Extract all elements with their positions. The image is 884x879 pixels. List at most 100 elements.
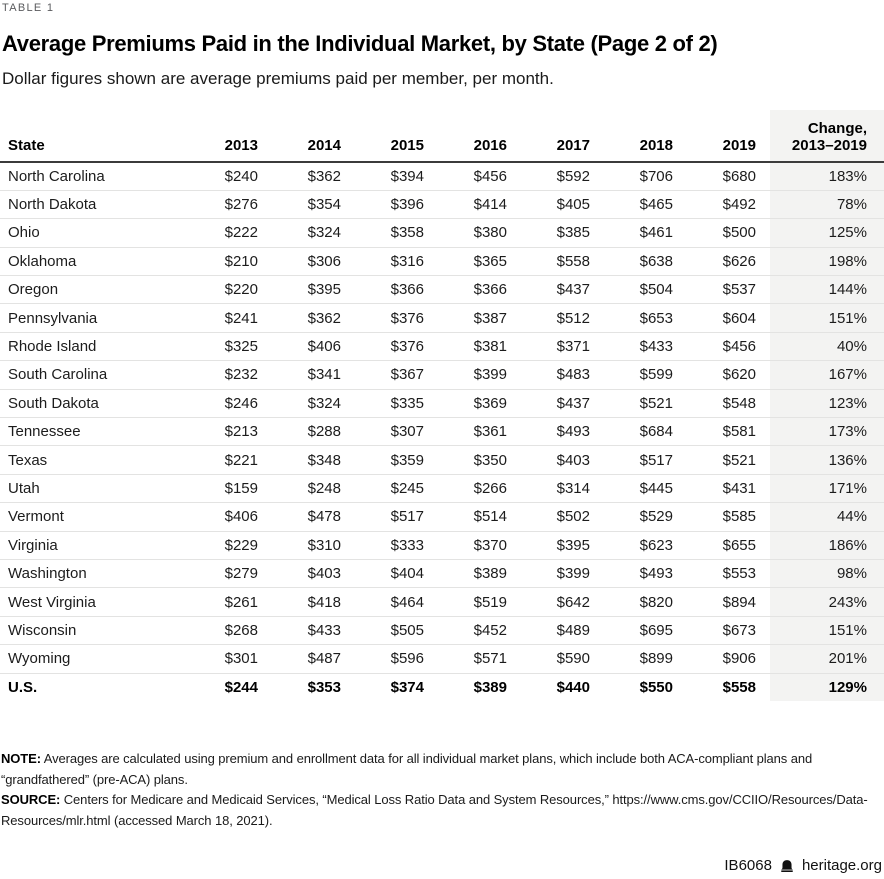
premium-cell: $456	[673, 331, 756, 361]
state-cell: Rhode Island	[0, 331, 175, 361]
premium-cell: $514	[424, 502, 507, 532]
table-row: Tennessee $213 $288 $307 $361 $493 $684 $581 173…	[0, 417, 884, 446]
table-row: Rhode Island $325 $406 $376 $381 $371 $433 $456…	[0, 331, 884, 361]
state-cell: Wyoming	[0, 644, 175, 674]
header-row: State 2013 2014 2015 2016 2017 2018 2019 Change…	[0, 110, 884, 163]
premium-cell: $493	[590, 558, 673, 588]
header-change-line1: Change,	[807, 120, 867, 137]
premium-cell: $288	[258, 417, 341, 446]
premium-cell: $380	[424, 218, 507, 248]
table-row: Washington $279 $403 $404 $389 $399 $493 $553 98…	[0, 558, 884, 588]
state-cell: West Virginia	[0, 587, 175, 617]
premium-cell: $396	[341, 189, 424, 219]
premium-cell: $695	[590, 615, 673, 645]
premium-cell: $437	[507, 388, 590, 418]
change-cell: 186%	[756, 530, 884, 560]
site-link: heritage.org	[801, 857, 882, 874]
premium-cell: $213	[175, 417, 258, 446]
premium-cell: $307	[341, 417, 424, 446]
premium-cell: $906	[673, 644, 756, 674]
source-label: SOURCE:	[1, 792, 61, 808]
premium-cell: $620	[673, 360, 756, 390]
change-cell: 171%	[756, 473, 884, 503]
premium-cell: $642	[507, 587, 590, 617]
premium-cell: $638	[590, 246, 673, 276]
premium-cell: $623	[590, 530, 673, 560]
premium-cell: $706	[639, 167, 673, 185]
table-row: Utah $159 $248 $245 $266 $314 $445 $431 171%	[0, 473, 884, 503]
state-cell: Pennsylvania	[0, 303, 175, 333]
premium-cell: $244	[175, 672, 258, 702]
premium-cell: $370	[424, 530, 507, 560]
premium-cell: $445	[590, 473, 673, 503]
premium-cell: $505	[341, 615, 424, 645]
change-cell: 129%	[756, 672, 884, 702]
premium-cell: $673	[673, 615, 756, 645]
premium-cell: $335	[341, 388, 424, 418]
premium-cell: $493	[507, 417, 590, 446]
premium-cell: $504	[590, 275, 673, 304]
premium-cell: $279	[175, 558, 258, 588]
premium-cell: $365	[424, 246, 507, 276]
premium-cell: $437	[507, 275, 590, 304]
premium-cell: $483	[507, 360, 590, 390]
premium-cell: $500	[673, 218, 756, 248]
change-cell: 151%	[756, 615, 884, 645]
premium-cell: $596	[341, 644, 424, 674]
premium-cell: $592	[556, 167, 590, 185]
header-year: 2018	[590, 110, 673, 163]
premium-cell: $324	[258, 388, 341, 418]
state-cell: Virginia	[0, 530, 175, 560]
premium-cell: $301	[175, 644, 258, 674]
premium-cell: $389	[424, 672, 507, 702]
premium-cell: $604	[673, 303, 756, 333]
premium-cell: $571	[424, 644, 507, 674]
premium-cell: $261	[175, 587, 258, 617]
premium-cell: $550	[590, 672, 673, 702]
premium-cell: $385	[507, 218, 590, 248]
header-change: Change, 2013–2019	[756, 110, 884, 163]
premium-cell: $655	[673, 530, 756, 560]
page-footer: IB6068 heritage.org	[724, 857, 882, 874]
premium-cell: $599	[590, 360, 673, 390]
premium-cell: $590	[507, 644, 590, 674]
premium-cell: $248	[258, 473, 341, 503]
premium-cell: $362	[307, 167, 341, 185]
table-body: North Carolina $240 $362 $394 $456 $592 $706 $6…	[0, 162, 884, 702]
premium-cell: $371	[507, 331, 590, 361]
premium-cell: $414	[424, 189, 507, 219]
premium-cell: $405	[507, 189, 590, 219]
table-row: South Carolina $232 $341 $367 $399 $483 $599 $6…	[0, 360, 884, 390]
premium-cell: $558	[673, 672, 756, 702]
table-notes: NOTE: Averages are calculated using prem…	[1, 749, 875, 831]
premium-cell: $353	[258, 672, 341, 702]
change-cell: 144%	[756, 275, 884, 304]
premium-cell: $894	[673, 587, 756, 617]
table-row: Oklahoma $210 $306 $316 $365 $558 $638 $626 198%	[0, 246, 884, 276]
premium-cell: $324	[258, 218, 341, 248]
table-label: TABLE 1	[2, 2, 55, 14]
premium-cell: $452	[424, 615, 507, 645]
premium-cell: $553	[673, 558, 756, 588]
premium-cell: $653	[590, 303, 673, 333]
state-cell: Vermont	[0, 502, 175, 532]
premium-cell: $521	[673, 445, 756, 475]
doc-id: IB6068	[724, 857, 772, 874]
premium-cell: $433	[258, 615, 341, 645]
premium-cell: $381	[424, 331, 507, 361]
premium-cell: $399	[507, 558, 590, 588]
state-cell: South Dakota	[0, 388, 175, 418]
premium-cell: $406	[175, 502, 258, 532]
premium-cell: $456	[473, 167, 507, 185]
premium-cell: $316	[341, 246, 424, 276]
header-year: 2019	[673, 110, 756, 163]
premium-cell: $478	[258, 502, 341, 532]
table-row: Wisconsin $268 $433 $505 $452 $489 $695 $673 151…	[0, 615, 884, 645]
header-state: State	[0, 110, 175, 163]
premium-cell: $521	[590, 388, 673, 418]
premium-cell: $359	[341, 445, 424, 475]
premium-cell: $399	[424, 360, 507, 390]
premium-cell: $492	[673, 189, 756, 219]
premium-cell: $404	[341, 558, 424, 588]
